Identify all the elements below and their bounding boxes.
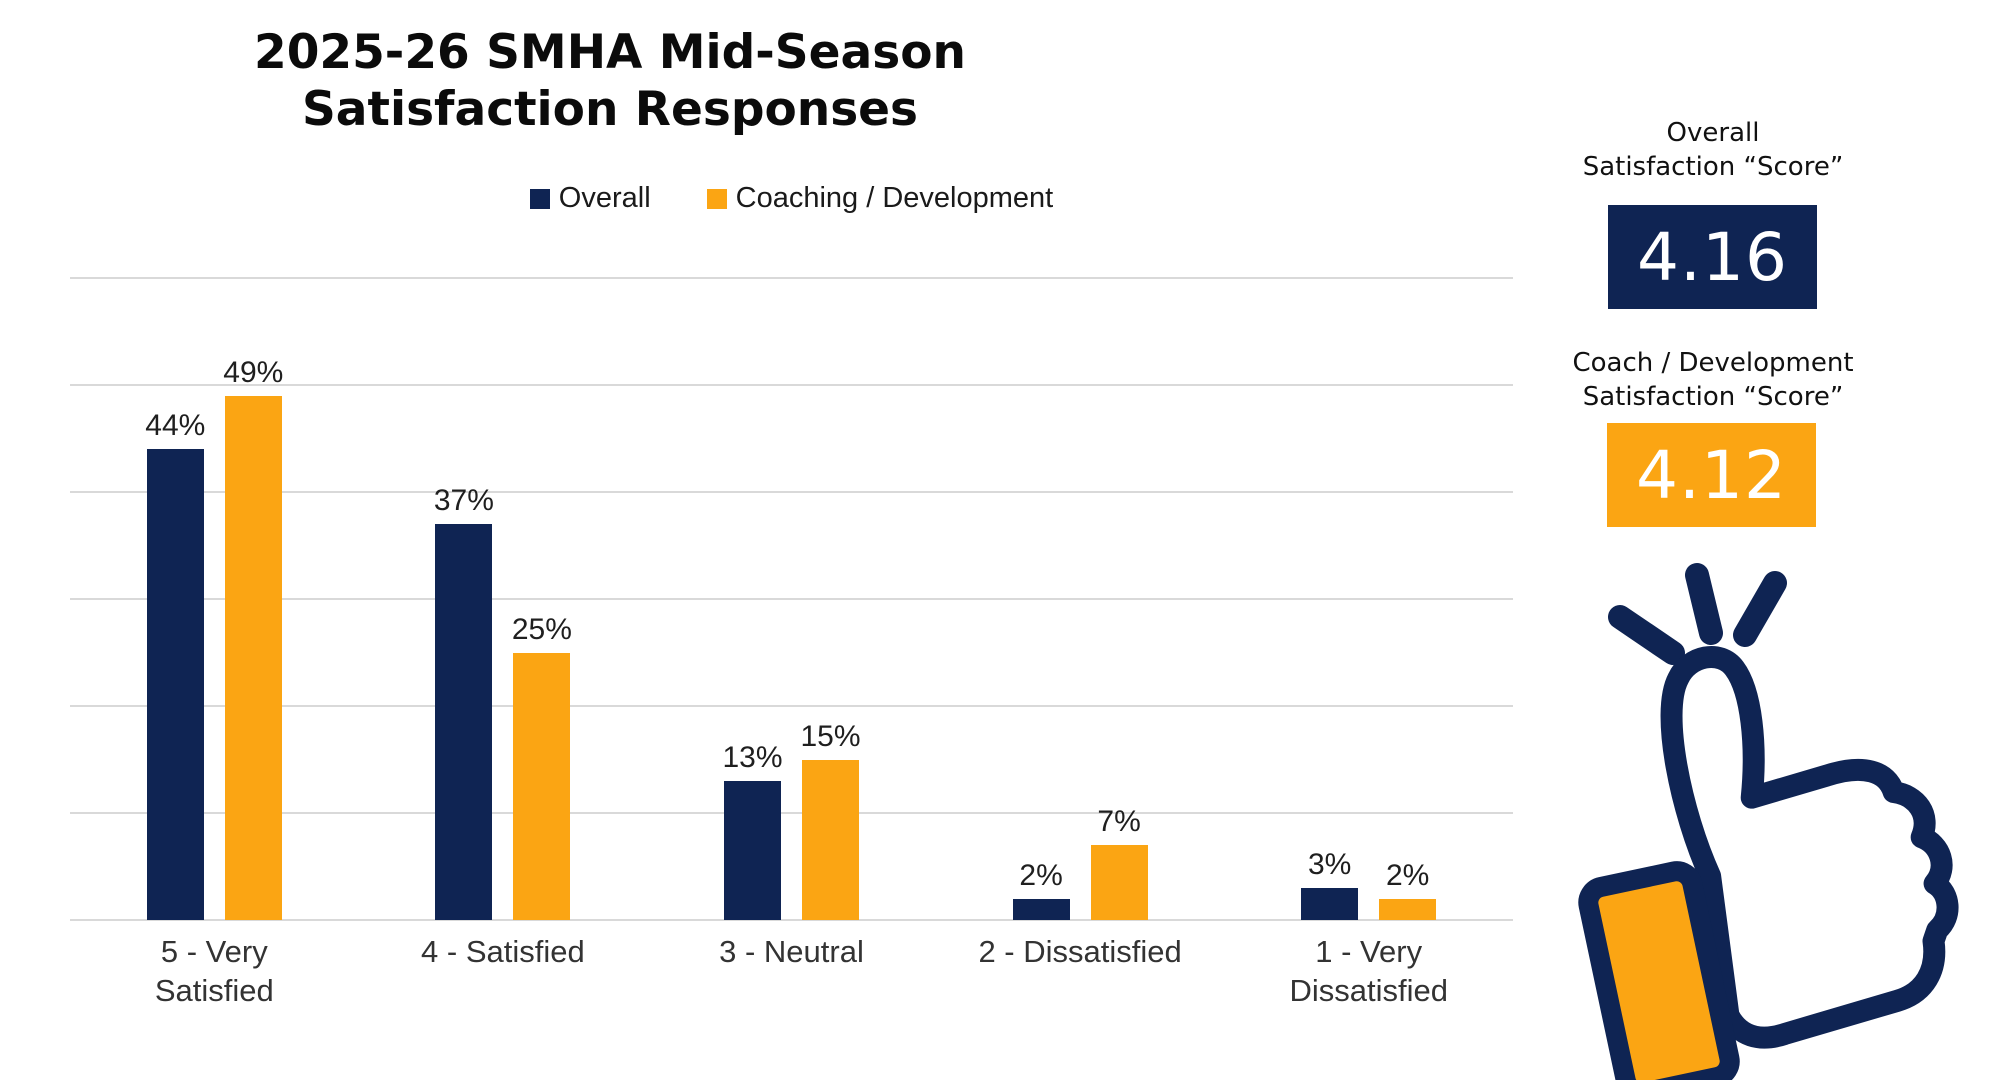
bar-value-label: 7% xyxy=(1097,805,1141,839)
gridline xyxy=(70,384,1513,386)
burst-line-middle xyxy=(1685,563,1723,645)
category-label-0: 5 - Very Satisfied xyxy=(154,934,274,1008)
gridline xyxy=(70,491,1513,493)
bar-coaching-0 xyxy=(224,395,282,920)
overall-score-value: 4.16 xyxy=(1637,218,1788,296)
chart-legend: Overall Coaching / Development xyxy=(70,182,1513,215)
legend-swatch-icon xyxy=(529,188,550,209)
bar-overall-1 xyxy=(435,524,493,920)
overall-score-label: Overall Satisfaction “Score” xyxy=(1582,118,1844,183)
gridline xyxy=(70,705,1513,707)
bar-value-label: 37% xyxy=(433,484,494,518)
legend-swatch-icon xyxy=(706,188,727,209)
bar-value-label: 49% xyxy=(223,355,284,389)
bar-value-label: 25% xyxy=(511,612,572,646)
legend-item-coaching: Coaching / Development xyxy=(706,182,1054,215)
category-label-4: 1 - Very Dissatisfied xyxy=(1289,934,1448,1008)
bar-value-label: 44% xyxy=(145,409,206,443)
plot-area: 44% 49% 5 - Very Satisfied 37% 25% 4 - Satisf… xyxy=(70,277,1513,1008)
thumb-cuff-shape xyxy=(1578,861,1740,1080)
category-label-1: 4 - Satisfied xyxy=(421,934,585,969)
bar-value-label: 2% xyxy=(1019,858,1063,892)
bar-value-label: 13% xyxy=(722,740,783,774)
bar-value-label: 2% xyxy=(1386,858,1430,892)
burst-line-right xyxy=(1733,571,1787,647)
bar-overall-4 xyxy=(1301,887,1359,920)
legend-item-overall: Overall xyxy=(529,182,651,215)
coaching-score-label: Coach / Development Satisfaction “Score” xyxy=(1572,348,1854,413)
gridline xyxy=(70,598,1513,600)
bar-coaching-1 xyxy=(513,652,571,920)
bar-coaching-4 xyxy=(1379,898,1437,920)
bar-coaching-3 xyxy=(1090,845,1148,920)
gridline xyxy=(70,919,1513,921)
gridline xyxy=(70,277,1513,279)
bar-coaching-2 xyxy=(802,759,859,920)
thumb-hand-shape xyxy=(1660,646,1959,1049)
category-label-3: 2 - Dissatisfied xyxy=(978,934,1182,969)
bar-overall-2 xyxy=(724,780,781,920)
legend-label: Overall xyxy=(558,182,651,214)
overall-score-box: 4.16 xyxy=(1608,205,1817,309)
legend-label: Coaching / Development xyxy=(735,182,1054,214)
category-label-2: 3 - Neutral xyxy=(719,934,864,969)
thumbs-up-icon xyxy=(1578,563,1959,1080)
gridline xyxy=(70,812,1513,814)
bar-value-label: 3% xyxy=(1308,847,1352,881)
chart-title: 2025-26 SMHA Mid-Season Satisfaction Res… xyxy=(254,25,966,138)
burst-lines-icon xyxy=(1608,563,1787,665)
burst-line-left xyxy=(1608,605,1685,665)
coaching-score-value: 4.12 xyxy=(1636,436,1787,514)
coaching-score-box: 4.12 xyxy=(1607,423,1816,527)
bar-overall-3 xyxy=(1012,898,1070,920)
bar-value-label: 15% xyxy=(800,719,861,753)
bar-overall-0 xyxy=(146,449,204,920)
